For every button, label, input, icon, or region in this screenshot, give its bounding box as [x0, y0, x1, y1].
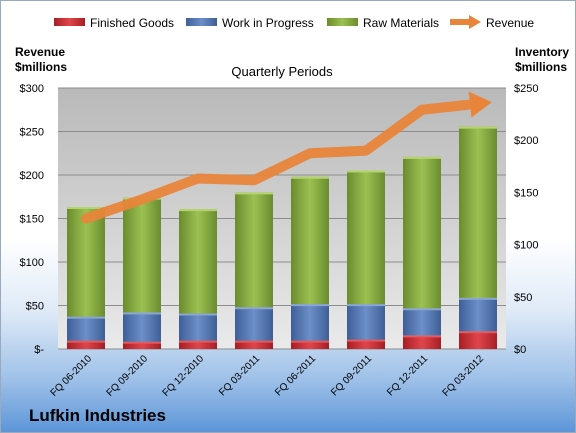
bar-work-in-progress — [179, 313, 217, 341]
x-tick-label: FQ 12-2011 — [385, 353, 430, 398]
x-tick-label: FQ 09-2011 — [329, 353, 374, 398]
bar-raw-materials — [123, 197, 161, 313]
bar-cap-work-in-progress — [123, 312, 161, 315]
legend-arrowhead-revenue — [469, 15, 481, 29]
bar-cap-raw-materials — [67, 207, 105, 210]
bar-finished-goods — [67, 340, 105, 349]
bar-cap-work-in-progress — [403, 308, 441, 311]
right-tick-label: $100 — [514, 240, 538, 252]
bar-cap-finished-goods — [179, 340, 217, 343]
bar-finished-goods — [235, 340, 273, 349]
bar-work-in-progress — [235, 307, 273, 341]
x-tick-label: FQ 06-2010 — [49, 353, 95, 399]
chart-title: Quarterly Periods — [231, 64, 333, 79]
revenue-line-path — [81, 99, 474, 224]
x-tick-label: FQ 12-2010 — [161, 353, 207, 399]
left-axis-label-line1: Revenue — [15, 45, 65, 59]
bar-finished-goods — [459, 331, 497, 349]
bars — [67, 126, 497, 349]
legend-item-revenue: Revenue — [450, 15, 534, 30]
legend-label-revenue: Revenue — [486, 16, 534, 30]
bar-raw-materials — [459, 126, 497, 298]
bar-work-in-progress — [403, 308, 441, 336]
right-tick-label: $0 — [514, 344, 526, 356]
legend-swatch-finished-goods — [54, 18, 85, 26]
left-tick-label: $250 — [20, 127, 44, 139]
bar-raw-materials — [67, 207, 105, 317]
left-tick-label: $200 — [20, 170, 44, 182]
bar-finished-goods — [403, 335, 441, 349]
right-tick-label: $150 — [514, 187, 538, 199]
legend-item-raw-materials: Raw Materials — [327, 16, 439, 30]
legend-label-raw-materials: Raw Materials — [363, 16, 439, 30]
x-tick-label: FQ 03-2011 — [217, 353, 262, 398]
left-tick-label: $100 — [20, 257, 44, 269]
x-tick-label: FQ 06-2011 — [273, 353, 318, 398]
bar-raw-materials — [347, 170, 385, 305]
legend-swatch-work-in-progress — [186, 18, 217, 26]
bar-cap-finished-goods — [347, 339, 385, 342]
legend-item-work-in-progress: Work in Progress — [186, 16, 314, 30]
bar-cap-work-in-progress — [235, 307, 273, 310]
x-tick-label: FQ 03-2012 — [441, 353, 487, 399]
left-tick-label: $300 — [20, 83, 44, 95]
bar-cap-raw-materials — [235, 192, 273, 195]
bar-cap-finished-goods — [459, 331, 497, 334]
right-tick-label: $200 — [514, 135, 538, 147]
right-axis-ticks: $0 $50 $100 $150 $200 $250 — [514, 83, 538, 356]
left-axis-ticks: $- $50 $100 $150 $200 $250 $300 — [20, 83, 45, 356]
bar-cap-work-in-progress — [67, 316, 105, 319]
legend-swatch-raw-materials — [327, 18, 358, 26]
bar-finished-goods — [179, 340, 217, 349]
bar-cap-finished-goods — [67, 340, 105, 343]
bar-work-in-progress — [123, 312, 161, 342]
bar-cap-raw-materials — [291, 176, 329, 179]
bar-finished-goods — [347, 339, 385, 349]
x-axis-ticks: FQ 06-2010 FQ 09-2010 FQ 12-2010 FQ 03-2011… — [49, 353, 487, 399]
bar-raw-materials — [235, 192, 273, 308]
company-name: Lufkin Industries — [29, 406, 166, 425]
bar-raw-materials — [403, 156, 441, 309]
revenue-arrowhead — [468, 91, 492, 118]
legend-item-finished-goods: Finished Goods — [54, 16, 174, 30]
left-tick-label: $50 — [26, 301, 44, 313]
right-axis-label-line1: Inventory — [515, 45, 569, 59]
right-axis-label-line2: $millions — [515, 60, 567, 74]
left-tick-label: $150 — [20, 214, 44, 226]
bar-cap-work-in-progress — [459, 297, 497, 300]
bar-work-in-progress — [67, 316, 105, 341]
bar-raw-materials — [291, 176, 329, 305]
bar-work-in-progress — [459, 297, 497, 332]
bar-cap-work-in-progress — [347, 304, 385, 307]
legend-label-work-in-progress: Work in Progress — [222, 16, 314, 30]
bar-work-in-progress — [347, 304, 385, 340]
left-tick-label: $- — [34, 344, 44, 356]
legend: Finished Goods Work in Progress Raw Mate… — [54, 15, 534, 30]
legend-label-finished-goods: Finished Goods — [90, 16, 174, 30]
bar-cap-raw-materials — [403, 156, 441, 159]
bar-cap-work-in-progress — [179, 313, 217, 316]
x-tick-label: FQ 09-2010 — [105, 353, 151, 399]
revenue-line — [81, 91, 492, 224]
bar-raw-materials — [179, 209, 217, 314]
bar-finished-goods — [123, 341, 161, 349]
bar-cap-work-in-progress — [291, 304, 329, 307]
right-tick-label: $250 — [514, 83, 538, 95]
bar-cap-finished-goods — [235, 340, 273, 343]
bar-work-in-progress — [291, 304, 329, 341]
left-axis-label-line2: $millions — [15, 60, 67, 74]
bar-cap-raw-materials — [459, 126, 497, 129]
bar-cap-finished-goods — [291, 340, 329, 343]
right-tick-label: $50 — [514, 292, 532, 304]
bar-cap-raw-materials — [347, 170, 385, 173]
bar-cap-finished-goods — [123, 341, 161, 344]
bar-cap-finished-goods — [403, 335, 441, 338]
bar-finished-goods — [291, 340, 329, 349]
bar-cap-raw-materials — [179, 209, 217, 212]
